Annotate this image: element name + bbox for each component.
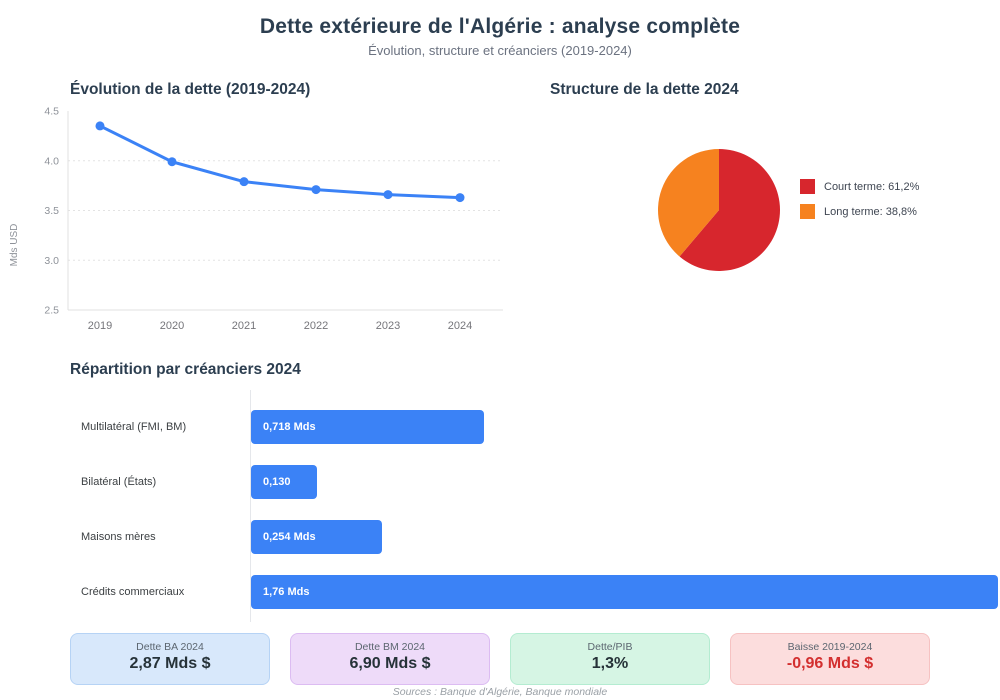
pie-slice-long-terme [657, 149, 719, 257]
bar-1: 0,718 Mds [251, 410, 484, 444]
stat-card: Dette/PIB 1,3% [510, 633, 710, 685]
stat-card: Dette BA 2024 2,87 Mds $ [70, 633, 270, 685]
legend-swatch-icon [800, 204, 815, 219]
y-tick-label: 2.5 [44, 305, 59, 317]
data-point [95, 121, 105, 131]
y-tick-label: 4.0 [44, 155, 59, 167]
legend-label: Court terme: 61,2% [824, 180, 920, 193]
bar-chart-axis-line [250, 390, 251, 622]
x-tick-label: 2024 [448, 320, 472, 332]
data-point [455, 193, 465, 203]
data-point [383, 190, 393, 200]
bar-3: 0,254 Mds [251, 520, 382, 554]
stat-card-value: -0,96 Mds $ [786, 655, 874, 672]
legend-item: Long terme: 38,8% [800, 204, 919, 219]
legend-item: Court terme: 61,2% [800, 179, 919, 194]
stat-card-value: 2,87 Mds $ [129, 655, 211, 672]
bar-4: 1,76 Mds [251, 575, 998, 609]
x-tick-label: 2023 [376, 320, 400, 332]
legend-swatch-icon [800, 179, 815, 194]
stat-card: Dette BM 2024 6,90 Mds $ [290, 633, 490, 685]
debt-line-series [98, 124, 462, 200]
page-title: Dette extérieure de l'Algérie : analyse … [259, 15, 741, 38]
x-tick-label: 2022 [304, 320, 328, 332]
bar-2: 0,130 [251, 465, 317, 499]
data-point [239, 177, 249, 187]
y-tick-label: 3.0 [44, 255, 59, 267]
y-tick-label: 3.5 [44, 205, 59, 217]
stat-card-label: Dette BA 2024 [136, 641, 204, 653]
line-chart: 4.5 4.0 3.5 3.0 2.5 Mds USD 2019 2020 2021 2022 20… [9, 106, 503, 332]
bar-category-label: Maisons mères [81, 531, 156, 543]
stat-card: Baisse 2019-2024 -0,96 Mds $ [730, 633, 930, 685]
sources-footer: Sources : Banque d'Algérie, Banque mondi… [392, 686, 608, 698]
stat-card-label: Dette/PIB [587, 641, 633, 653]
stat-card-value: 1,3% [591, 655, 629, 672]
bar-chart-title: Répartition par créanciers 2024 [70, 361, 301, 378]
bar-category-label: Crédits commerciaux [81, 586, 185, 598]
x-tick-label: 2021 [232, 320, 256, 332]
line-chart-title: Évolution de la dette (2019-2024) [70, 81, 311, 98]
page-subtitle: Évolution, structure et créanciers (2019… [368, 43, 632, 58]
y-axis-label: Mds USD [9, 224, 20, 267]
data-point [311, 185, 321, 195]
pie-chart-title: Structure de la dette 2024 [550, 81, 739, 98]
legend-label: Long terme: 38,8% [824, 205, 917, 218]
x-tick-label: 2019 [88, 320, 112, 332]
bar-category-label: Multilatéral (FMI, BM) [81, 421, 187, 433]
pie-slice-court-terme [679, 149, 780, 271]
summary-cards: Dette BA 2024 2,87 Mds $ Dette BM 2024 6,90… [0, 633, 1000, 685]
pie-legend: Court terme: 61,2% Long terme: 38,8% [800, 179, 919, 229]
data-point [167, 157, 177, 167]
bar-category-label: Bilatéral (États) [81, 476, 157, 488]
stat-card-value: 6,90 Mds $ [349, 655, 431, 672]
y-tick-label: 4.5 [44, 106, 59, 118]
stat-card-label: Baisse 2019-2024 [787, 641, 873, 653]
stat-card-label: Dette BM 2024 [354, 641, 426, 653]
pie-chart [657, 149, 780, 271]
x-tick-label: 2020 [160, 320, 184, 332]
